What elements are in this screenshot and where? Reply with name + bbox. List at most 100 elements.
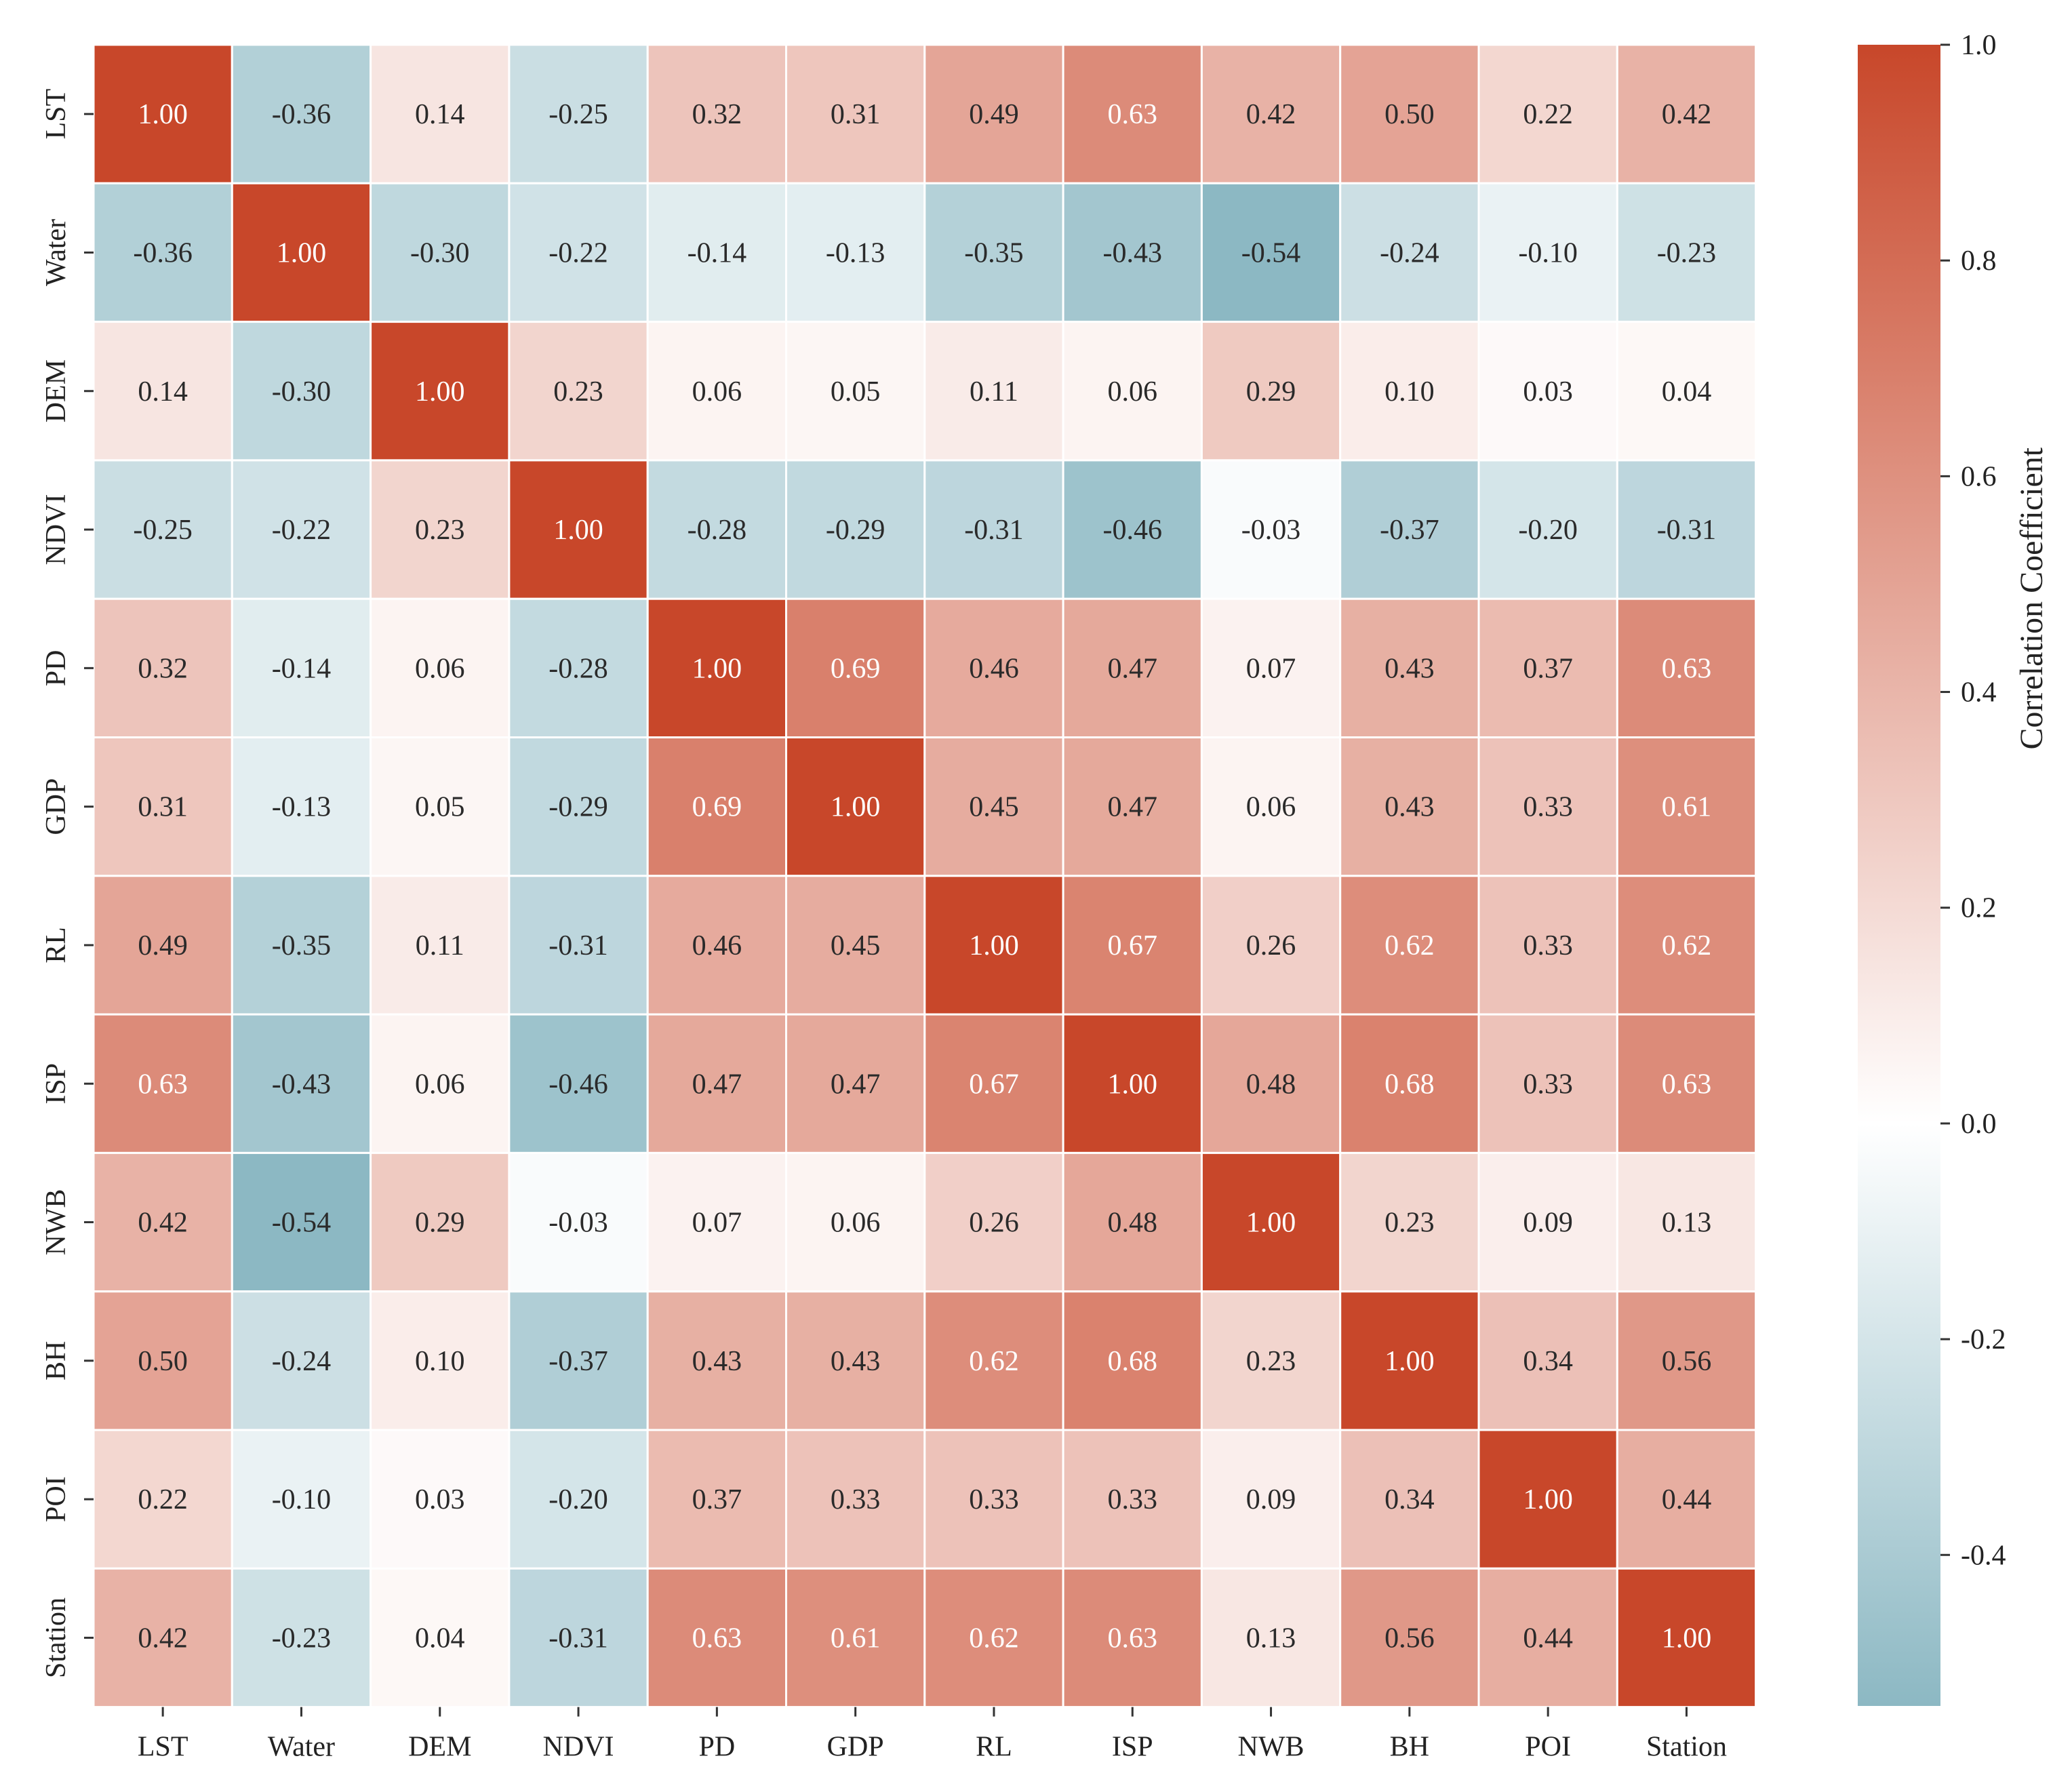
- heatmap-cell: [1616, 459, 1757, 600]
- cell-value-label: 0.26: [1246, 930, 1296, 961]
- y-tick-label: LST: [41, 89, 72, 140]
- cell-value-label: -0.24: [272, 1346, 332, 1377]
- cell-value-label: 0.06: [1246, 792, 1296, 823]
- colorbar-tick-label: 0.0: [1961, 1109, 1997, 1140]
- heatmap-cell: [923, 1151, 1064, 1293]
- cell-value-label: 0.13: [1662, 1208, 1712, 1239]
- cell-value-label: -0.43: [1103, 237, 1163, 269]
- heatmap-cell: [785, 182, 926, 323]
- cell-value-label: -0.31: [1657, 515, 1717, 546]
- colorbar-tick-label: -0.2: [1961, 1324, 2006, 1355]
- cell-value-label: 0.05: [831, 376, 881, 408]
- heatmap-cell: [231, 182, 372, 323]
- heatmap-cell: [231, 597, 372, 739]
- cell-value-label: 0.11: [970, 376, 1018, 408]
- cell-value-label: -0.13: [272, 792, 332, 823]
- cell-value-label: 0.33: [831, 1484, 881, 1515]
- cell-value-label: 0.33: [1523, 930, 1573, 961]
- colorbar-tick-label: -0.4: [1961, 1540, 2006, 1571]
- cell-value-label: 0.04: [1662, 376, 1712, 408]
- cell-value-label: 0.42: [138, 1623, 188, 1654]
- colorbar-tick-label: 0.4: [1961, 677, 1997, 709]
- heatmap-cell: [1062, 1013, 1203, 1154]
- x-tick-label: DEM: [408, 1732, 471, 1763]
- heatmap-cell: [1062, 597, 1203, 739]
- heatmap-cell: [1477, 1290, 1618, 1431]
- heatmap-cell: [646, 875, 788, 1016]
- y-tick-label: PD: [41, 650, 72, 686]
- cell-value-label: -0.36: [272, 99, 332, 130]
- cell-value-label: -0.37: [1380, 515, 1439, 546]
- cell-value-label: 0.46: [969, 653, 1019, 684]
- cell-value-label: 0.48: [1246, 1069, 1296, 1100]
- heatmap-cell: [646, 182, 788, 323]
- cell-value-label: 1.00: [1523, 1484, 1573, 1515]
- y-tick-label: Water: [41, 219, 72, 286]
- cell-value-label: -0.43: [272, 1069, 332, 1100]
- heatmap-cell: [370, 875, 511, 1016]
- cell-value-label: 0.37: [1523, 653, 1573, 684]
- heatmap-cell: [923, 1290, 1064, 1431]
- colorbar-tick-label: 1.0: [1961, 30, 1997, 61]
- cell-value-label: 0.63: [692, 1623, 742, 1654]
- x-tick-label: GDP: [827, 1732, 884, 1763]
- cell-value-label: 0.33: [1523, 1069, 1573, 1100]
- heatmap-cell: [508, 1429, 649, 1570]
- heatmap-cell: [1339, 1013, 1480, 1154]
- heatmap-cell: [646, 1290, 788, 1431]
- heatmap-cell: [370, 1013, 511, 1154]
- cell-value-label: 0.09: [1246, 1484, 1296, 1515]
- cell-value-label: -0.54: [1241, 237, 1301, 269]
- cell-value-label: 1.00: [138, 99, 188, 130]
- cell-value-label: 1.00: [692, 653, 742, 684]
- cell-value-label: 0.69: [692, 792, 742, 823]
- cell-value-label: 0.56: [1384, 1623, 1435, 1654]
- cell-value-label: -0.13: [826, 237, 885, 269]
- cell-value-label: 0.14: [138, 376, 188, 408]
- cell-value-label: 0.10: [1384, 376, 1435, 408]
- heatmap-cell: [1477, 1013, 1618, 1154]
- cell-value-label: -0.25: [549, 99, 608, 130]
- cell-value-label: 0.47: [1108, 653, 1158, 684]
- cell-value-label: -0.25: [133, 515, 193, 546]
- cell-value-label: 0.62: [969, 1623, 1019, 1654]
- heatmap-cell: [923, 321, 1064, 462]
- heatmap-cell: [923, 1567, 1064, 1709]
- cell-value-label: -0.23: [1657, 237, 1717, 269]
- y-tick-label: BH: [41, 1341, 72, 1380]
- heatmap-cell: [1339, 736, 1480, 877]
- heatmap-cell: [785, 459, 926, 600]
- heatmap-cell: [370, 43, 511, 184]
- cell-value-label: 0.61: [1662, 792, 1712, 823]
- colorbar-gradient: [1858, 45, 1940, 1706]
- heatmap-cell: [1477, 459, 1618, 600]
- cell-value-label: -0.14: [688, 237, 747, 269]
- y-tick-label: NDVI: [41, 494, 72, 565]
- cell-value-label: -0.35: [964, 237, 1024, 269]
- cell-value-label: 0.07: [1246, 653, 1296, 684]
- cell-value-label: 0.37: [692, 1484, 742, 1515]
- cell-value-label: 0.14: [415, 99, 465, 130]
- heatmap-cell: [785, 1567, 926, 1709]
- heatmap-cell: [370, 321, 511, 462]
- heatmap-cell: [1339, 459, 1480, 600]
- heatmap-cell: [92, 875, 233, 1016]
- cell-value-label: -0.29: [826, 515, 885, 546]
- cell-value-label: 0.63: [1108, 1623, 1158, 1654]
- cell-value-label: -0.22: [549, 237, 608, 269]
- cell-value-label: -0.54: [272, 1208, 332, 1239]
- x-axis: LST Water DEM NDVI PD GDP RL ISP NWB BH POI Station: [138, 1707, 1727, 1763]
- cell-value-label: -0.30: [272, 376, 332, 408]
- heatmap-cell: [1616, 1290, 1757, 1431]
- cell-value-label: 0.22: [138, 1484, 188, 1515]
- heatmap-cell: [231, 459, 372, 600]
- cell-value-label: 1.00: [969, 930, 1019, 961]
- heatmap-cell: [508, 875, 649, 1016]
- cell-value-label: 0.10: [415, 1346, 465, 1377]
- cell-value-label: 0.23: [553, 376, 603, 408]
- heatmap-cell: [1062, 1290, 1203, 1431]
- cell-value-label: 0.42: [1246, 99, 1296, 130]
- cell-value-label: 0.43: [1384, 792, 1435, 823]
- x-tick-label: PD: [698, 1732, 735, 1763]
- cell-value-label: 0.47: [831, 1069, 881, 1100]
